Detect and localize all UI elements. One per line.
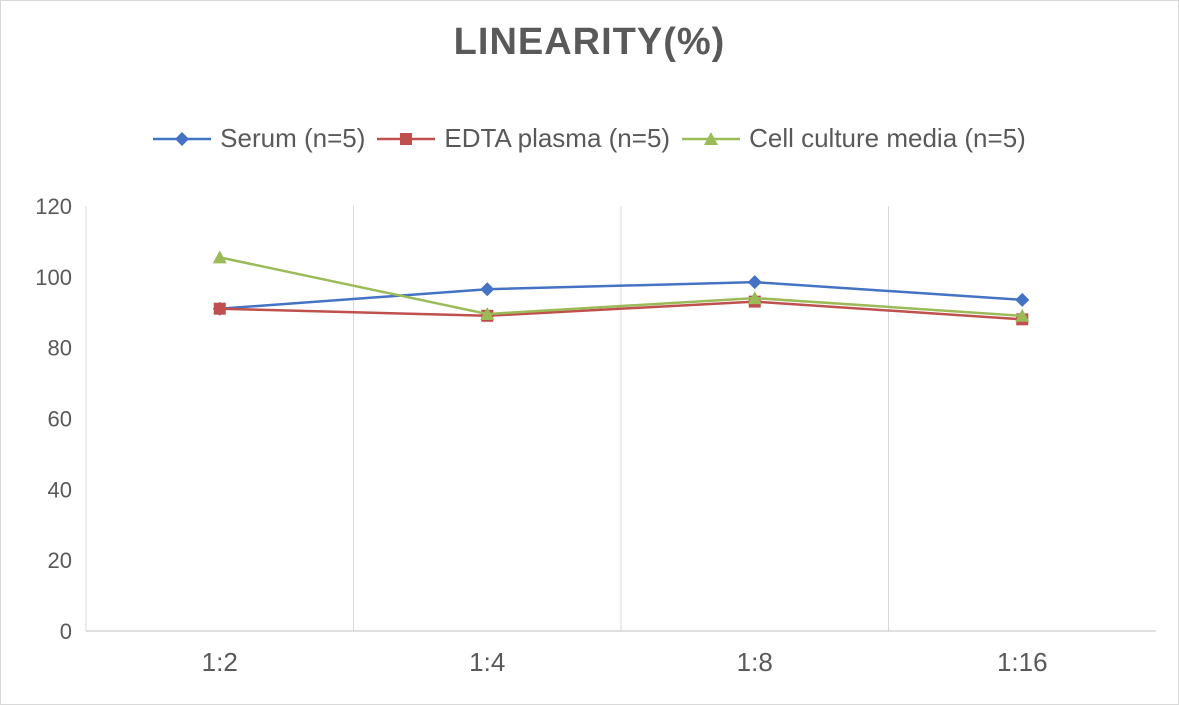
- legend-item-edta-plasma-n-5: EDTA plasma (n=5): [377, 123, 670, 154]
- series-line-serum-n-5: [219, 280, 1023, 310]
- triangle-marker-icon: [212, 250, 227, 264]
- square-marker-icon: [213, 302, 226, 315]
- diamond-marker-icon: [747, 275, 762, 290]
- y-axis-tick-label: 80: [48, 336, 72, 361]
- x-axis-category-label: 1:8: [737, 647, 773, 677]
- x-axis-category-label: 1:16: [997, 647, 1048, 677]
- square-marker-icon: [400, 132, 413, 145]
- diamond-marker-icon: [480, 282, 495, 297]
- y-axis-tick-label: 100: [35, 265, 72, 290]
- triangle-marker-icon: [704, 131, 719, 145]
- y-axis-tick-label: 120: [35, 194, 72, 219]
- diamond-marker-icon: [175, 131, 190, 146]
- diamond-marker-icon: [1015, 292, 1030, 307]
- legend-label: Serum (n=5): [220, 123, 366, 153]
- legend-item-cell-culture-media-n-5: Cell culture media (n=5): [682, 123, 1026, 154]
- legend-label: Cell culture media (n=5): [749, 123, 1026, 153]
- y-axis-tick-label: 20: [48, 548, 72, 573]
- chart-title: LINEARITY(%): [453, 21, 726, 63]
- triangle-marker-icon: [747, 291, 762, 305]
- series-line-cell-culture-media-n-5: [219, 256, 1023, 318]
- x-axis-category-label: 1:4: [469, 647, 505, 677]
- plot-area: 0 20 40 60 80 100 120 1:2 1:4 1:8 1:16: [35, 194, 1156, 677]
- triangle-marker-icon: [480, 307, 495, 321]
- legend-marker-icon: [377, 132, 436, 145]
- chart-legend: Serum (n=5) EDTA plasma (n=5) Cell culture…: [1, 123, 1178, 154]
- legend-item-serum-n-5: Serum (n=5): [153, 123, 365, 154]
- triangle-marker-icon: [1015, 308, 1030, 322]
- y-axis-tick-label: 40: [48, 477, 72, 502]
- legend-label: EDTA plasma (n=5): [444, 123, 671, 153]
- y-axis-tick-label: 0: [60, 619, 72, 644]
- series-line-edta-plasma-n-5: [219, 300, 1023, 321]
- y-axis-tick-label: 60: [48, 407, 72, 432]
- x-axis-category-label: 1:2: [202, 647, 238, 677]
- legend-marker-icon: [153, 131, 212, 146]
- legend-marker-icon: [682, 131, 741, 145]
